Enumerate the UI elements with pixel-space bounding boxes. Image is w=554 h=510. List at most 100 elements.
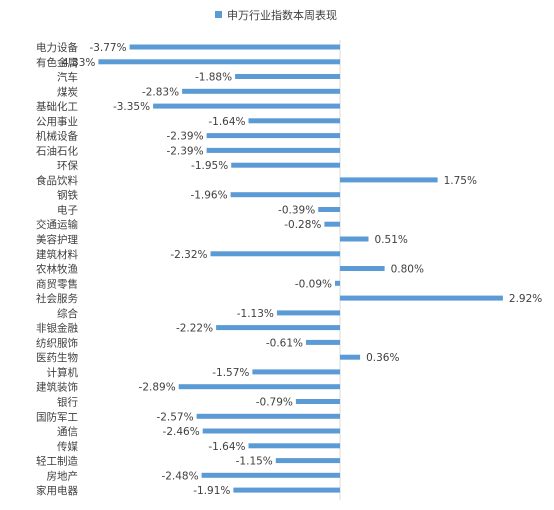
value-label: -0.61% [266, 337, 303, 349]
category-label: 农林牧渔 [36, 263, 78, 276]
bar [182, 88, 340, 94]
value-label: -2.22% [176, 323, 213, 335]
category-label: 机械设备 [36, 130, 78, 143]
legend-label: 申万行业指数本周表现 [227, 8, 337, 22]
category-label: 基础化工 [36, 100, 78, 113]
bar [335, 280, 340, 286]
bar [324, 221, 340, 227]
bar [252, 369, 340, 375]
value-label: -1.15% [236, 456, 273, 468]
category-label: 电子 [57, 204, 78, 217]
bar [235, 74, 340, 79]
value-label: -2.83% [142, 86, 179, 98]
category-label: 环保 [57, 159, 78, 172]
category-label: 通信 [57, 426, 78, 438]
bar [216, 325, 340, 331]
bar [306, 339, 340, 345]
category-label: 非银金融 [36, 322, 78, 335]
bar [340, 236, 369, 242]
value-label: -2.32% [170, 249, 207, 261]
value-label: -4.33% [58, 57, 95, 69]
value-label: -2.39% [166, 145, 203, 157]
category-label: 轻工制造 [36, 455, 78, 468]
category-label: 国防军工 [36, 410, 78, 423]
value-label: -1.96% [190, 190, 227, 202]
category-label: 有色金属 [36, 56, 78, 69]
value-label: -1.57% [212, 367, 249, 379]
value-label: -0.79% [256, 397, 293, 409]
value-label: -1.91% [193, 485, 230, 497]
value-label: 0.80% [391, 264, 424, 276]
value-label: -2.89% [139, 382, 176, 394]
category-label: 建筑装饰 [36, 381, 78, 394]
value-label: 0.36% [366, 352, 399, 364]
value-label: 1.75% [444, 175, 477, 187]
value-label: -2.46% [163, 426, 200, 438]
value-label: -1.95% [191, 160, 228, 172]
bar [275, 458, 340, 464]
category-label: 石油石化 [36, 144, 78, 157]
value-labels-group: -3.77% -4.33% -1.88% -2.83% -3.35% -1.64% -2.3… [58, 42, 542, 497]
category-label: 家用电器 [36, 484, 78, 497]
category-label: 银行 [57, 396, 78, 409]
bar [233, 487, 340, 493]
category-label: 计算机 [47, 366, 79, 379]
bar [206, 133, 340, 139]
category-label: 建筑材料 [36, 248, 78, 261]
bar [248, 443, 340, 449]
bar [206, 147, 340, 153]
bar [178, 384, 340, 390]
category-label: 传媒 [57, 440, 78, 453]
bar [248, 118, 340, 124]
value-label: -2.39% [166, 131, 203, 143]
bar [201, 472, 340, 478]
value-label: -1.64% [208, 116, 245, 128]
bar [153, 103, 340, 109]
value-label: -1.13% [237, 308, 274, 320]
value-label: 2.92% [509, 293, 542, 305]
category-label: 电力设备 [36, 41, 78, 54]
bar [196, 413, 340, 419]
bar [295, 399, 340, 404]
bar [202, 428, 340, 434]
value-label: -1.64% [208, 441, 245, 453]
bar [276, 310, 340, 316]
category-label: 煤炭 [57, 85, 78, 98]
value-label: 0.51% [375, 234, 408, 246]
bar [231, 162, 340, 168]
value-label: -0.28% [284, 219, 321, 231]
category-label: 综合 [57, 307, 78, 320]
category-labels-group: 电力设备有色金属汽车煤炭基础化工公用事业机械设备石油石化环保食品饮料钢铁电子交通… [36, 41, 78, 497]
category-label: 钢铁 [57, 189, 78, 202]
bar [340, 295, 503, 301]
legend: 申万行业指数本周表现 [215, 8, 337, 22]
category-label: 商贸零售 [36, 277, 78, 290]
category-label: 房地产 [47, 469, 79, 482]
category-label: 美容护理 [36, 233, 78, 246]
value-label: -2.57% [156, 411, 193, 423]
category-label: 食品饮料 [36, 174, 78, 187]
value-label: -3.35% [113, 101, 150, 113]
bar [98, 59, 341, 65]
value-label: -0.39% [278, 205, 315, 217]
category-label: 社会服务 [36, 292, 78, 305]
bars-group [98, 44, 503, 493]
bar [340, 177, 438, 183]
bar [318, 207, 340, 212]
value-label: -3.77% [89, 42, 126, 54]
category-label: 交通运输 [36, 218, 78, 231]
category-label: 纺织服饰 [36, 336, 78, 349]
value-label: -2.48% [161, 470, 198, 482]
bar [129, 44, 340, 50]
bar [210, 251, 340, 257]
category-label: 公用事业 [36, 115, 78, 128]
value-label: -1.88% [195, 72, 232, 84]
bar [340, 266, 385, 271]
legend-swatch [215, 11, 222, 18]
category-label: 汽车 [57, 71, 78, 84]
category-label: 医药生物 [36, 351, 78, 364]
bar [340, 354, 361, 360]
value-label: -0.09% [295, 278, 332, 290]
bar [230, 192, 340, 198]
